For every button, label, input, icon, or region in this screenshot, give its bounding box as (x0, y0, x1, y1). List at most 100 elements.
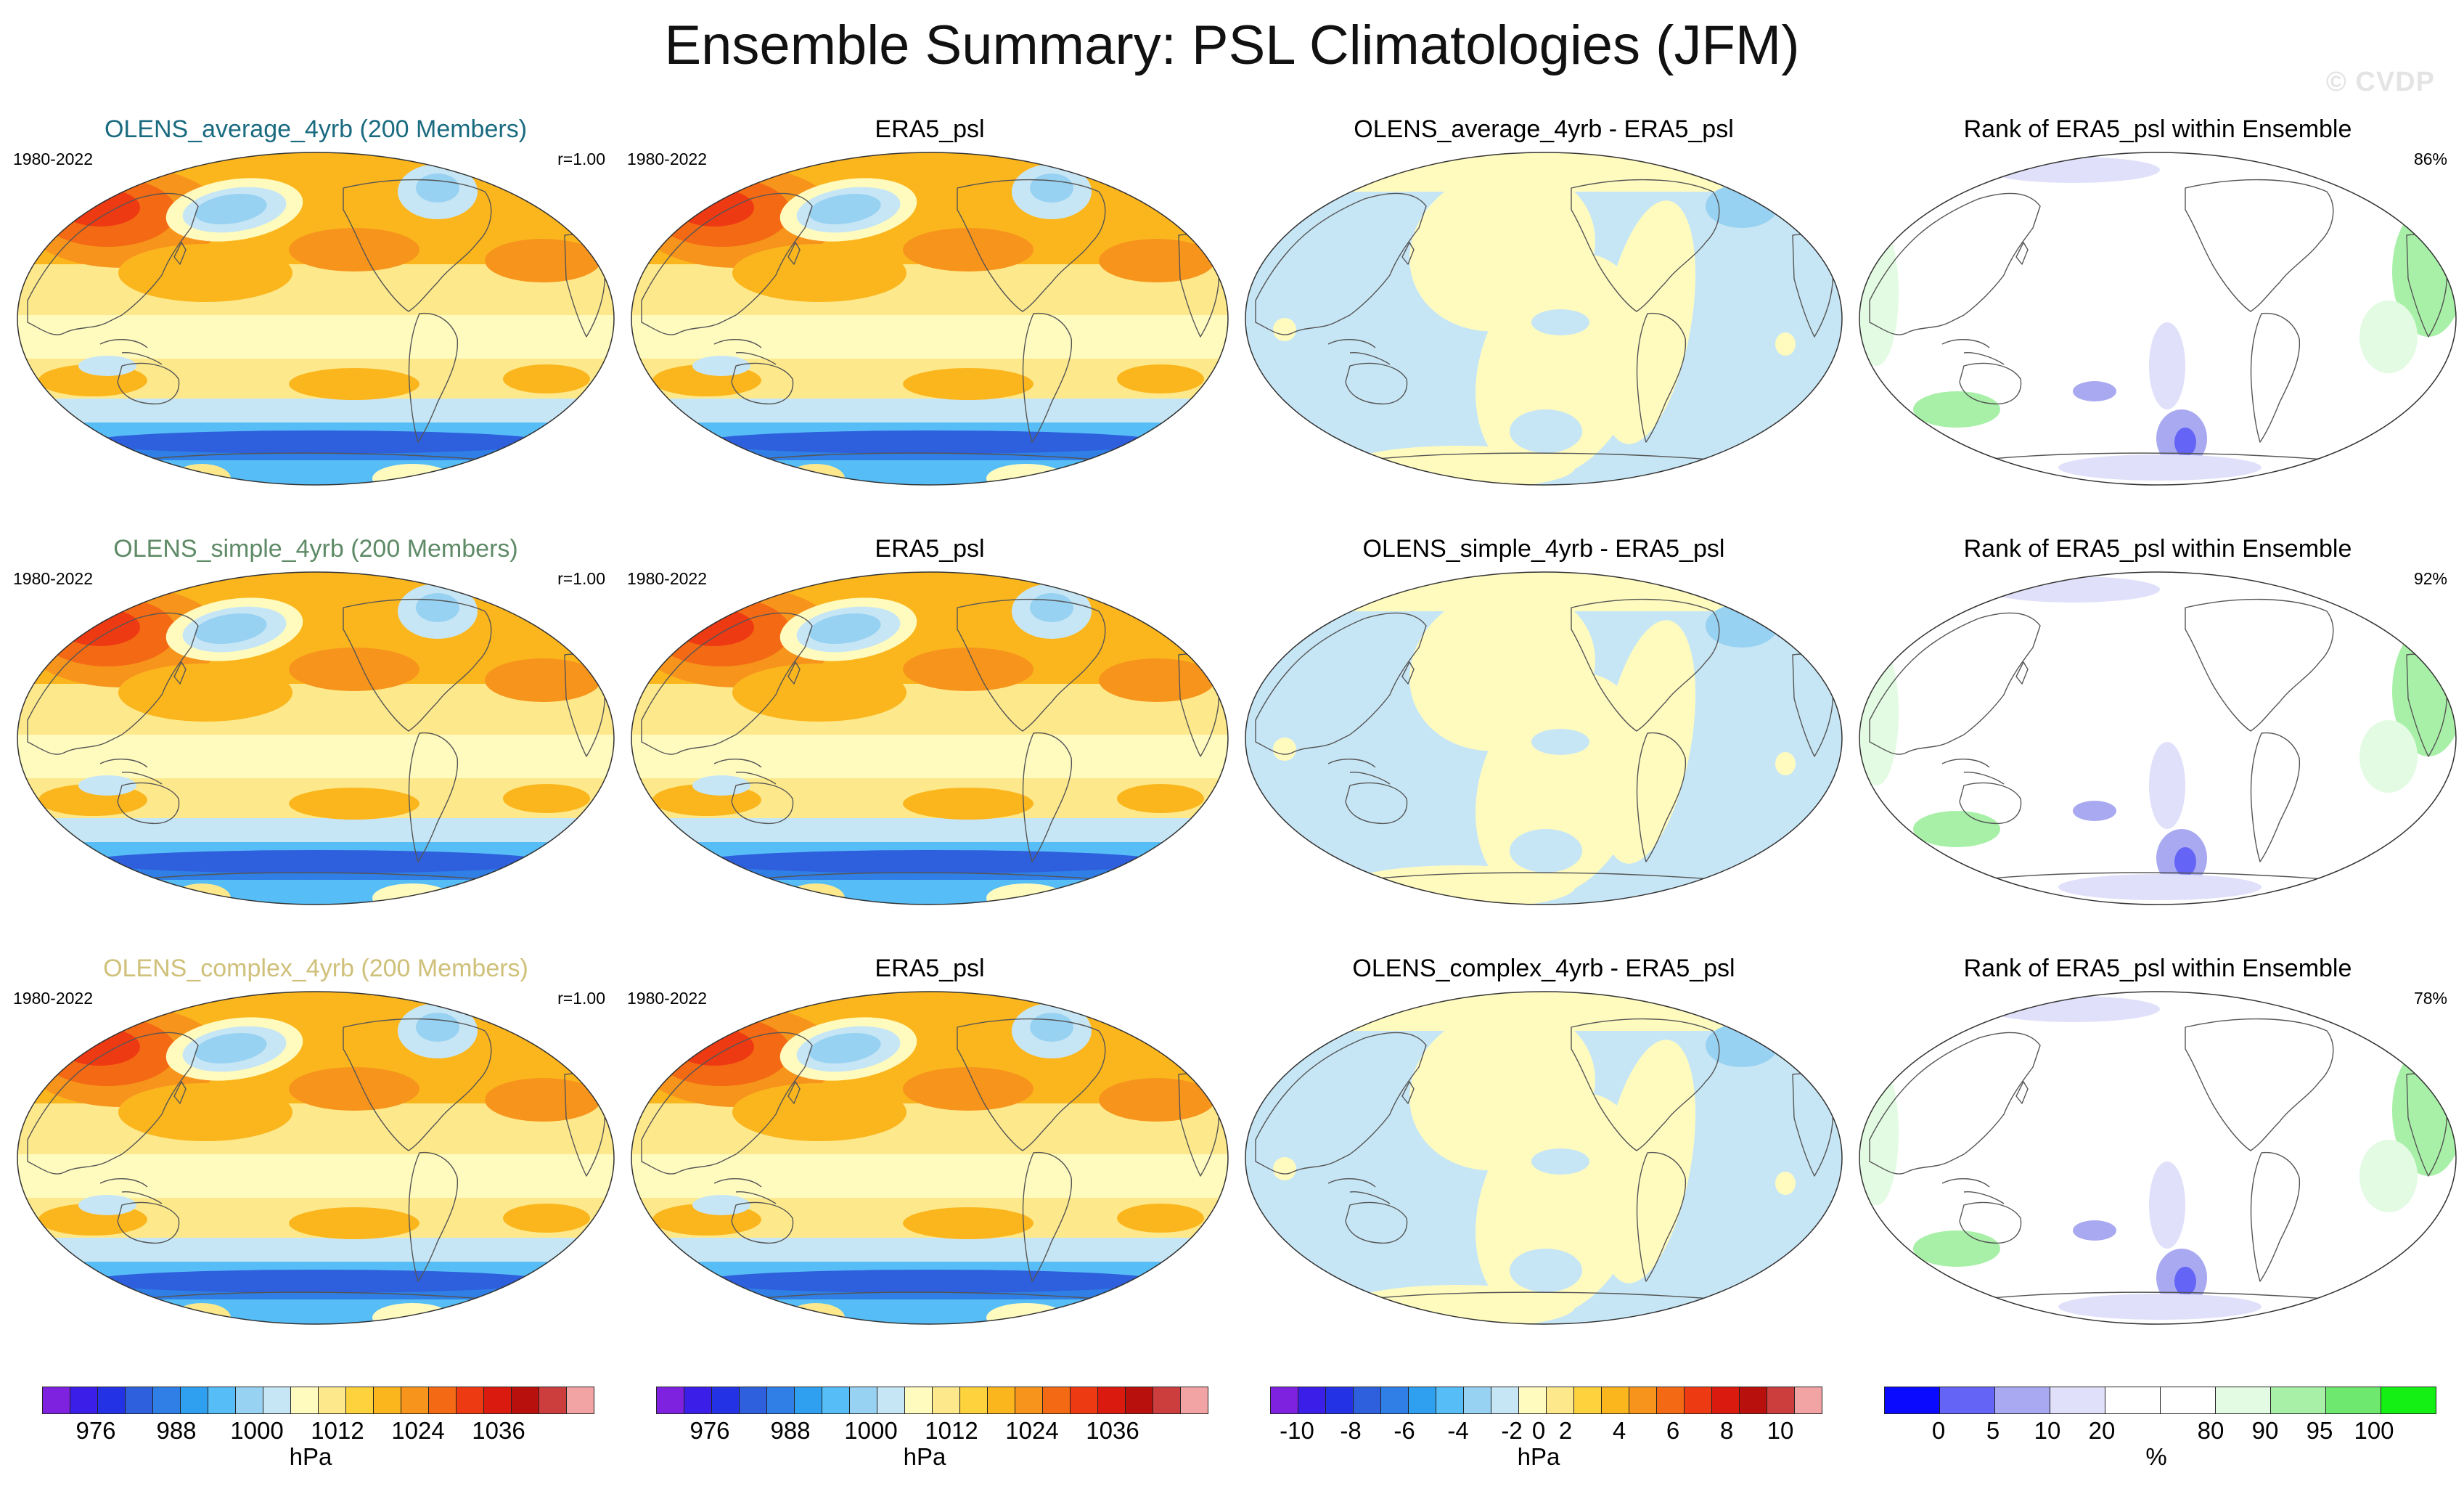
colorbar-swatch (905, 1387, 933, 1413)
colorbar-swatch (1685, 1387, 1712, 1413)
colorbar-tick-label: 1036 (1086, 1417, 1139, 1444)
panel-obs-row2: ERA5_psl 1980-2022 (623, 528, 1237, 948)
colorbar-swatch (567, 1387, 594, 1413)
colorbar-ticks: 976 988 1000 1012 1024 1036 (42, 1417, 594, 1446)
colorbar-tick-label: 4 (1612, 1417, 1626, 1444)
climatology-map (17, 152, 615, 486)
colorbar-tick-label: 2 (1558, 1417, 1573, 1444)
colorbar-ticks: -10 -8 -6 -4 -2 0 2 4 6 8 10 (1270, 1417, 1822, 1446)
colorbar-swatch (346, 1387, 374, 1413)
colorbar-swatch (933, 1387, 960, 1413)
colorbar-swatch (2326, 1387, 2381, 1413)
colorbar-swatch (263, 1387, 291, 1413)
colorbar-swatch (1885, 1387, 1940, 1413)
correlation-label: r=1.00 (557, 150, 605, 168)
colorbar-swatch (712, 1387, 740, 1413)
colorbar-tick-label: 5 (1986, 1417, 2000, 1444)
colorbar-swatch (684, 1387, 712, 1413)
colorbar-difference: -10 -8 -6 -4 -2 0 2 4 6 8 10 hPa (1270, 1387, 1822, 1474)
colorbar-tick-label: -8 (1340, 1417, 1362, 1444)
panel-diff-row1: OLENS_average_4yrb - ERA5_psl (1237, 109, 1851, 528)
colorbar-swatch (1409, 1387, 1436, 1413)
colorbar-swatch (539, 1387, 567, 1413)
colorbar-swatch (767, 1387, 795, 1413)
panel-title: OLENS_simple_4yrb - ERA5_psl (1362, 535, 1725, 563)
rank-map (1859, 152, 2457, 486)
colorbar-tick-label: 20 (2088, 1417, 2116, 1444)
colorbar-swatch (319, 1387, 346, 1413)
colorbar-swatch (1940, 1387, 1995, 1413)
period-label: 1980-2022 (627, 569, 707, 588)
colorbar-tick-label: -10 (1280, 1417, 1314, 1444)
colorbar-tick-label: -4 (1447, 1417, 1469, 1444)
colorbar-tick-label: 988 (770, 1417, 811, 1444)
panel-diff-row3: OLENS_complex_4yrb - ERA5_psl (1237, 948, 1851, 1368)
colorbar-swatch (740, 1387, 767, 1413)
colorbar-tick-label: 10 (1767, 1417, 1794, 1444)
colorbar-tick-label: 976 (689, 1417, 730, 1444)
colorbar-swatch (1574, 1387, 1602, 1413)
period-label: 1980-2022 (13, 150, 93, 168)
climatology-map (631, 991, 1229, 1325)
colorbar-swatch (850, 1387, 877, 1413)
colorbar-swatch (1015, 1387, 1043, 1413)
colorbar-unit: hPa (289, 1443, 332, 1470)
colorbar-tick-label: 10 (2034, 1417, 2061, 1444)
colorbar-swatch (1098, 1387, 1126, 1413)
colorbar-tick-label: 1000 (844, 1417, 898, 1444)
colorbar-swatch (1126, 1387, 1153, 1413)
colorbar-tick-label: 6 (1666, 1417, 1680, 1444)
colorbar-swatch (512, 1387, 539, 1413)
colorbar-swatch (1491, 1387, 1519, 1413)
colorbar-tick-label: 1012 (311, 1417, 364, 1444)
colorbar-swatch (1795, 1387, 1822, 1413)
colorbar-swatch (2271, 1387, 2326, 1413)
colorbar-swatch (1326, 1387, 1354, 1413)
colorbar-tick-label: 0 (1531, 1417, 1546, 1444)
panel-title: OLENS_simple_4yrb (200 Members) (113, 535, 518, 563)
panel-title: Rank of ERA5_psl within Ensemble (1963, 115, 2352, 143)
colorbar-tick-label: 976 (75, 1417, 116, 1444)
colorbar-swatch (98, 1387, 126, 1413)
panel-rank-row2: Rank of ERA5_psl within Ensemble 92% (1851, 528, 2464, 948)
colorbar-swatch (429, 1387, 457, 1413)
colorbar-swatch (822, 1387, 850, 1413)
colorbar-swatch (1767, 1387, 1795, 1413)
colorbar-tick-label: 1024 (391, 1417, 445, 1444)
colorbar-tick-label: 8 (1719, 1417, 1734, 1444)
colorbar-swatch (457, 1387, 484, 1413)
colorbar-swatch (401, 1387, 429, 1413)
climatology-map (17, 991, 615, 1325)
colorbar-tick-label: 1024 (1005, 1417, 1059, 1444)
period-label: 1980-2022 (627, 989, 707, 1008)
colorbar-tick-label: 90 (2251, 1417, 2279, 1444)
colorbar-swatch (236, 1387, 263, 1413)
colorbar-swatch (1629, 1387, 1657, 1413)
panel-obs-row3: ERA5_psl 1980-2022 (623, 948, 1237, 1368)
colorbar-swatch (1153, 1387, 1181, 1413)
panel-title: Rank of ERA5_psl within Ensemble (1963, 955, 2352, 982)
colorbar-boxes (656, 1387, 1208, 1414)
colorbar-swatch (1436, 1387, 1464, 1413)
panel-model-row2: OLENS_simple_4yrb (200 Members) 1980-202… (9, 528, 623, 948)
difference-map (1245, 571, 1843, 905)
climatology-map (17, 571, 615, 905)
colorbar-unit: hPa (903, 1443, 946, 1470)
colorbar-swatch (657, 1387, 684, 1413)
colorbar-climatology-model: 976 988 1000 1012 1024 1036 hPa (42, 1387, 594, 1474)
colorbar-swatch (1995, 1387, 2050, 1413)
panel-title: OLENS_complex_4yrb (200 Members) (103, 955, 528, 982)
colorbar-swatch (1354, 1387, 1381, 1413)
colorbar-tick-label: 95 (2306, 1417, 2333, 1444)
panel-title: ERA5_psl (875, 955, 985, 982)
difference-map (1245, 152, 1843, 486)
colorbar-tick-label: 1036 (472, 1417, 525, 1444)
colorbar-swatch (181, 1387, 208, 1413)
cvdp-watermark: © CVDP (2325, 67, 2435, 97)
colorbar-tick-label: 1000 (230, 1417, 284, 1444)
panel-title: Rank of ERA5_psl within Ensemble (1963, 535, 2352, 563)
panel-obs-row1: ERA5_psl 1980-2022 (623, 109, 1237, 528)
colorbar-boxes (42, 1387, 594, 1414)
colorbar-tick-label: 1012 (925, 1417, 978, 1444)
colorbar-swatch (960, 1387, 988, 1413)
